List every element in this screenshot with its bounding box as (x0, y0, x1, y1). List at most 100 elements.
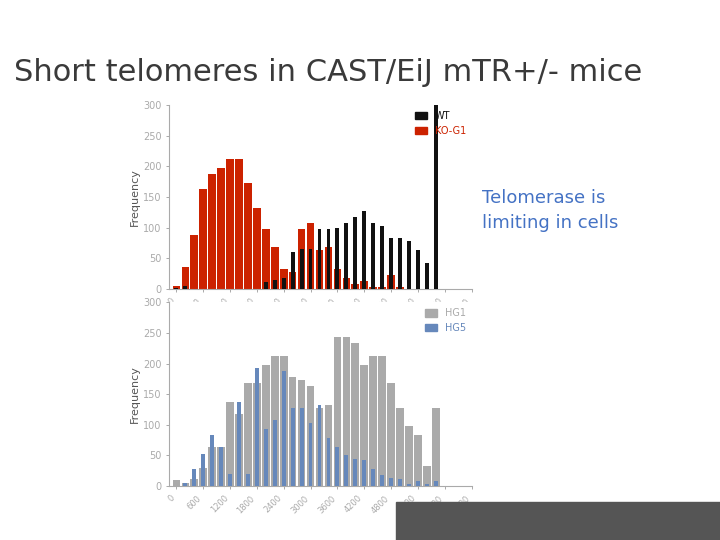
Bar (280, 356, 287, 486)
Bar (362, 460, 366, 486)
Bar (282, 371, 286, 486)
Bar (343, 278, 350, 289)
Bar (173, 286, 180, 289)
Bar (325, 247, 332, 289)
Bar (318, 229, 321, 289)
Bar (244, 183, 252, 289)
Bar (181, 483, 189, 486)
Bar (416, 481, 420, 486)
Bar (351, 284, 359, 289)
Bar (208, 174, 216, 289)
Bar (235, 159, 243, 289)
Bar (309, 249, 312, 289)
Bar (202, 454, 205, 486)
Bar (264, 281, 268, 289)
Bar (425, 484, 429, 486)
Bar (327, 438, 330, 486)
Bar (307, 223, 315, 289)
Bar (407, 484, 411, 486)
Bar (369, 356, 377, 486)
Bar (398, 480, 402, 486)
Bar (289, 272, 297, 289)
Bar (217, 168, 225, 289)
Bar (237, 402, 241, 486)
Bar (405, 426, 413, 486)
Bar (235, 414, 243, 486)
Bar (378, 287, 386, 289)
Bar (262, 365, 269, 486)
Bar (434, 481, 438, 486)
Bar (291, 252, 294, 289)
Bar (273, 420, 276, 486)
Bar (217, 448, 225, 486)
Bar (396, 408, 404, 486)
Bar (219, 448, 223, 486)
Bar (361, 281, 368, 289)
Bar (327, 229, 330, 289)
Bar (291, 408, 294, 486)
Bar (184, 483, 187, 486)
Bar (244, 383, 252, 486)
Bar (210, 435, 214, 486)
Bar (226, 402, 234, 486)
Bar (228, 474, 232, 486)
Bar (174, 288, 179, 289)
Bar (398, 238, 402, 289)
Bar (255, 368, 258, 486)
Bar (432, 408, 440, 486)
Bar (380, 475, 384, 486)
Bar (226, 159, 234, 289)
Bar (354, 217, 357, 289)
Bar (246, 474, 250, 486)
Text: Telomerase is
limiting in cells: Telomerase is limiting in cells (482, 189, 618, 232)
Bar (191, 235, 198, 289)
Bar (253, 383, 261, 486)
Bar (289, 377, 297, 486)
Y-axis label: Frequency: Frequency (130, 365, 140, 423)
Bar (264, 429, 268, 486)
Bar (208, 448, 216, 486)
Bar (416, 251, 420, 289)
Bar (387, 383, 395, 486)
Bar (396, 287, 404, 289)
Bar (336, 228, 339, 289)
Bar (199, 189, 207, 289)
Bar (372, 223, 375, 289)
Bar (378, 356, 386, 486)
Bar (199, 468, 207, 486)
Text: 2005: 2005 (616, 515, 656, 528)
Bar (372, 469, 375, 486)
Text: Short telomeres in CAST/EiJ mTR+/- mice: Short telomeres in CAST/EiJ mTR+/- mice (14, 58, 643, 87)
Bar (344, 223, 348, 289)
Bar (361, 365, 368, 486)
Bar (298, 229, 305, 289)
Text: Hao et al.: Hao et al. (493, 515, 558, 528)
Bar (315, 251, 323, 289)
Bar (309, 423, 312, 486)
Bar (191, 478, 198, 486)
Bar (362, 211, 366, 289)
Bar (280, 269, 287, 289)
Bar (253, 207, 261, 289)
Bar (273, 280, 276, 289)
Bar (300, 408, 304, 486)
Bar (184, 286, 187, 289)
Bar (173, 480, 180, 486)
Bar (423, 466, 431, 486)
Bar (181, 267, 189, 289)
Bar (407, 241, 411, 289)
Bar (390, 478, 393, 486)
Bar (425, 262, 429, 289)
Bar (336, 448, 339, 486)
Bar (387, 275, 395, 289)
Text: Cell: Cell (558, 515, 582, 528)
Bar (318, 404, 321, 486)
Bar (414, 435, 422, 486)
Bar (333, 338, 341, 486)
Bar (380, 226, 384, 289)
Bar (315, 408, 323, 486)
Bar (192, 469, 196, 486)
Legend: WT, KO-G1: WT, KO-G1 (411, 107, 469, 140)
Bar (300, 249, 304, 289)
Bar (271, 247, 279, 289)
